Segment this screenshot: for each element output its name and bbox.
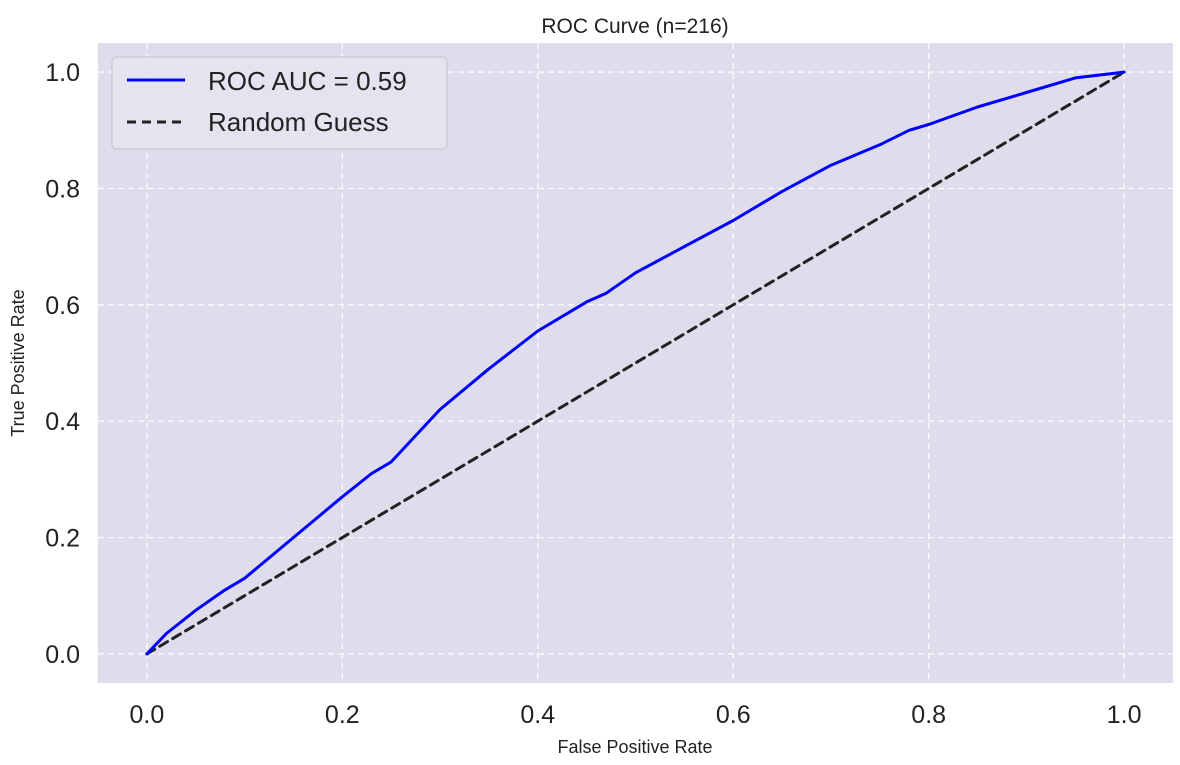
- chart-title: ROC Curve (n=216): [541, 15, 728, 38]
- random-guess-line: [145, 70, 1126, 656]
- legend: ROC AUC = 0.59 Random Guess: [111, 56, 448, 150]
- x-tick-label: 1.0: [1107, 701, 1142, 729]
- legend-label-random: Random Guess: [208, 107, 389, 137]
- y-tick-label: 0.4: [45, 408, 80, 436]
- y-tick-label: 0.8: [45, 175, 80, 203]
- x-tick-label: 0.0: [129, 701, 164, 729]
- x-tick-label: 0.4: [520, 701, 555, 729]
- y-tick-label: 0.0: [45, 641, 80, 669]
- legend-box: [111, 56, 448, 150]
- x-tick-label: 0.8: [911, 701, 946, 729]
- y-tick-label: 0.6: [45, 292, 80, 320]
- tick-labels: 0.0 0.2 0.4 0.6 0.8 1.0 0.0 0.2 0.4 0.6 0.8 1.0: [45, 59, 1141, 729]
- grid: [98, 43, 1173, 683]
- y-tick-label: 0.2: [45, 525, 80, 553]
- x-axis-label: False Positive Rate: [557, 737, 712, 757]
- x-tick-label: 0.6: [716, 701, 751, 729]
- y-tick-label: 1.0: [45, 59, 80, 87]
- series-layer: [145, 70, 1126, 656]
- x-tick-label: 0.2: [325, 701, 360, 729]
- y-axis-label: True Positive Rate: [8, 289, 28, 436]
- legend-label-roc: ROC AUC = 0.59: [208, 66, 407, 96]
- roc-curve-line: [145, 70, 1126, 656]
